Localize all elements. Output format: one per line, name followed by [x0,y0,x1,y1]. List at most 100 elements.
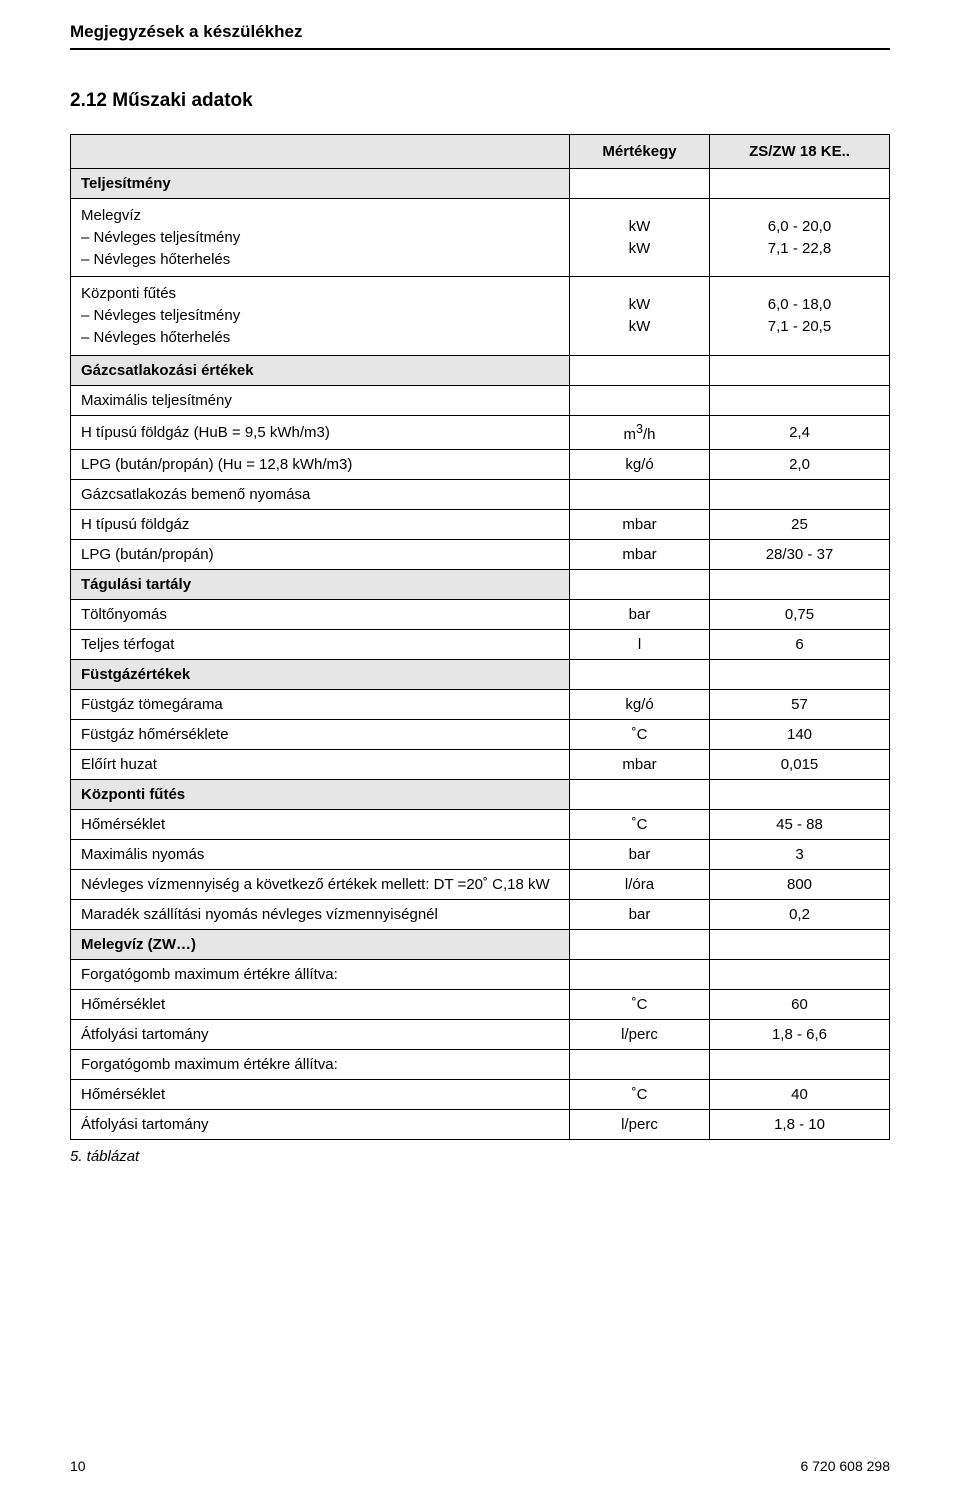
row-label: Hőmérséklet [71,989,570,1019]
table-row: Hőmérséklet˚C40 [71,1079,890,1109]
table-row: Központi fűtés– Névleges teljesítmény– N… [71,277,890,355]
row-val [710,385,890,415]
row-unit: bar [570,599,710,629]
table-row: Átfolyási tartományl/perc1,8 - 6,6 [71,1019,890,1049]
table-row: Forgatógomb maximum értékre állítva: [71,1049,890,1079]
row-val [710,1049,890,1079]
row-val: 2,4 [710,415,890,449]
table-row: Gázcsatlakozás bemenő nyomása [71,479,890,509]
section-label: Füstgázértékek [71,659,570,689]
row-label: Füstgáz hőmérséklete [71,719,570,749]
table-row: Átfolyási tartományl/perc1,8 - 10 [71,1109,890,1139]
row-label: Maradék szállítási nyomás névleges vízme… [71,899,570,929]
row-label: Maximális teljesítmény [71,385,570,415]
row-unit [570,959,710,989]
row-val: 40 [710,1079,890,1109]
row-unit: l/perc [570,1109,710,1139]
table-body: TeljesítményMelegvíz– Névleges teljesítm… [71,169,890,1140]
row-label: Hőmérséklet [71,1079,570,1109]
section-label: Gázcsatlakozási értékek [71,355,570,385]
section-val [710,779,890,809]
row-unit [570,385,710,415]
section-val [710,659,890,689]
table-row: Névleges vízmennyiség a következő értéke… [71,869,890,899]
section-unit [570,355,710,385]
row-unit: l/óra [570,869,710,899]
table-row: Melegvíz– Névleges teljesítmény– Névlege… [71,199,890,277]
row-val: 57 [710,689,890,719]
table-row: Előírt huzatmbar0,015 [71,749,890,779]
section-label: Melegvíz (ZW…) [71,929,570,959]
row-unit [570,479,710,509]
section-label: Tágulási tartály [71,569,570,599]
row-unit: mbar [570,539,710,569]
table-row: H típusú földgáz (HuB = 9,5 kWh/m3)m3/h2… [71,415,890,449]
table-row: Maximális nyomásbar3 [71,839,890,869]
col-model: ZS/ZW 18 KE.. [710,135,890,169]
section-unit [570,779,710,809]
row-label: Névleges vízmennyiség a következő értéke… [71,869,570,899]
table-row: Tágulási tartály [71,569,890,599]
row-val: 0,75 [710,599,890,629]
table-row: LPG (bután/propán) (Hu = 12,8 kWh/m3)kg/… [71,449,890,479]
data-table: Mértékegy ZS/ZW 18 KE.. TeljesítményMele… [70,134,890,1140]
table-row: Füstgáz hőmérséklete˚C140 [71,719,890,749]
section-label: Teljesítmény [71,169,570,199]
row-val: 1,8 - 6,6 [710,1019,890,1049]
row-label: Gázcsatlakozás bemenő nyomása [71,479,570,509]
row-val: 140 [710,719,890,749]
row-val: 6,0 - 20,07,1 - 22,8 [710,199,890,277]
row-label: H típusú földgáz (HuB = 9,5 kWh/m3) [71,415,570,449]
section-val [710,929,890,959]
table-row: Maradék szállítási nyomás névleges vízme… [71,899,890,929]
table-row: Töltőnyomásbar0,75 [71,599,890,629]
table-header-row: Mértékegy ZS/ZW 18 KE.. [71,135,890,169]
section-unit [570,659,710,689]
row-unit: ˚C [570,719,710,749]
row-val [710,959,890,989]
section-unit [570,569,710,599]
row-unit: kWkW [570,277,710,355]
table-row: H típusú földgázmbar25 [71,509,890,539]
row-val: 0,2 [710,899,890,929]
row-val: 3 [710,839,890,869]
section-heading: 2.12 Műszaki adatok [70,90,890,112]
section-unit [570,169,710,199]
row-unit: ˚C [570,809,710,839]
table-row: Gázcsatlakozási értékek [71,355,890,385]
footer-page-number: 10 [70,1458,86,1474]
row-val: 6 [710,629,890,659]
row-label: H típusú földgáz [71,509,570,539]
row-label: Forgatógomb maximum értékre állítva: [71,1049,570,1079]
row-label: Teljes térfogat [71,629,570,659]
row-label: Melegvíz– Névleges teljesítmény– Névlege… [71,199,570,277]
row-unit: l/perc [570,1019,710,1049]
row-label: Átfolyási tartomány [71,1109,570,1139]
row-label: Füstgáz tömegárama [71,689,570,719]
row-unit [570,1049,710,1079]
section-val [710,169,890,199]
col-label [71,135,570,169]
section-unit [570,929,710,959]
table-caption: 5. táblázat [70,1148,890,1165]
table-row: Füstgáz tömegáramakg/ó57 [71,689,890,719]
row-label: Forgatógomb maximum értékre állítva: [71,959,570,989]
table-row: Füstgázértékek [71,659,890,689]
row-val: 45 - 88 [710,809,890,839]
row-label: Átfolyási tartomány [71,1019,570,1049]
page-header: Megjegyzések a készülékhez [70,0,890,48]
table-row: LPG (bután/propán)mbar28/30 - 37 [71,539,890,569]
row-label: Töltőnyomás [71,599,570,629]
row-unit: ˚C [570,989,710,1019]
table-row: Forgatógomb maximum értékre állítva: [71,959,890,989]
row-unit: bar [570,899,710,929]
footer-code: 6 720 608 298 [800,1458,890,1474]
section-label: Központi fűtés [71,779,570,809]
row-unit: m3/h [570,415,710,449]
table-row: Központi fűtés [71,779,890,809]
row-unit: l [570,629,710,659]
row-label: Maximális nyomás [71,839,570,869]
section-val [710,355,890,385]
row-label: Előírt huzat [71,749,570,779]
table-row: Teljes térfogatl6 [71,629,890,659]
